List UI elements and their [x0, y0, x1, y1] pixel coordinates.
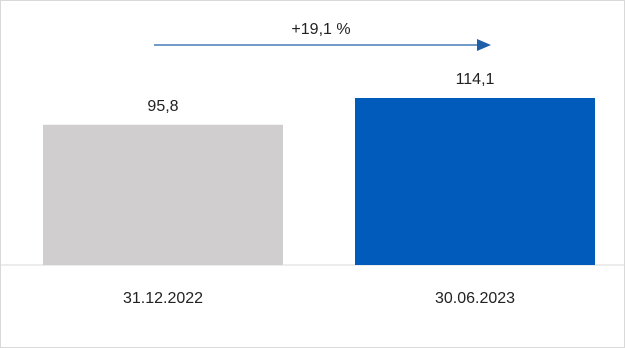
- category-label-2: 30.06.2023: [435, 290, 515, 307]
- bar-1: [43, 124, 283, 266]
- growth-arrow-head: [477, 39, 491, 51]
- bar-value-label-2: 114,1: [456, 71, 495, 88]
- bar-value-label-1: 95,8: [147, 98, 178, 115]
- growth-annotation-label: +19,1 %: [291, 21, 350, 38]
- category-label-1: 31.12.2022: [123, 290, 203, 307]
- bar-2: [355, 98, 595, 265]
- bars-group: 95,8 31.12.2022 114,1 30.06.2023: [43, 71, 595, 307]
